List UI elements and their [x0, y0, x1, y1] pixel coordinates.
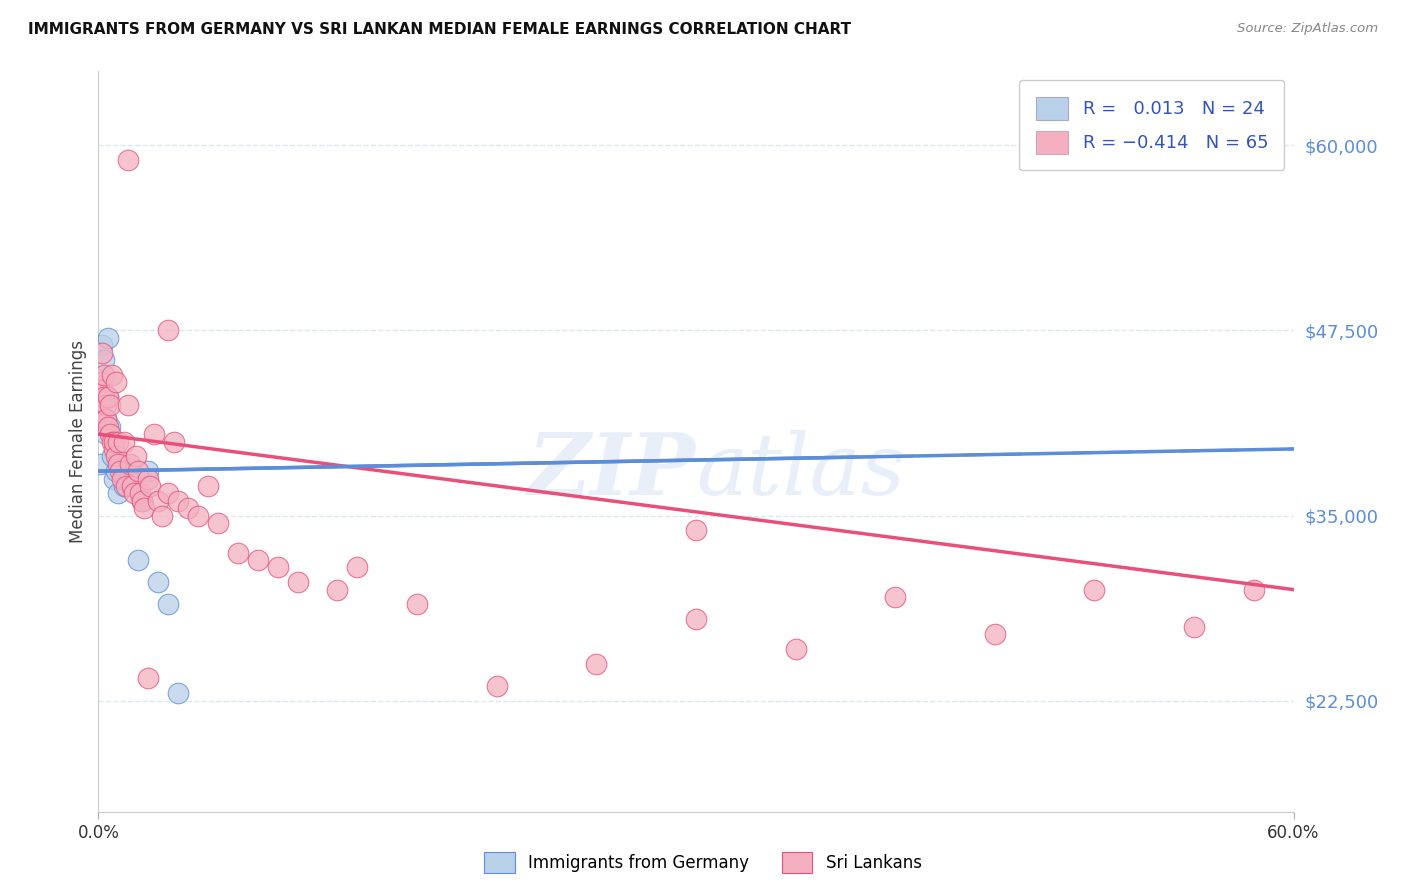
Point [131, 493, 153, 508]
Point [1182, 619, 1205, 633]
Point [110, 464, 132, 478]
Point [93, 353, 115, 368]
Point [150, 508, 173, 523]
Point [187, 508, 209, 523]
Point [101, 434, 124, 449]
Point [91, 383, 114, 397]
Text: IMMIGRANTS FROM GERMANY VS SRI LANKAN MEDIAN FEMALE EARNINGS CORRELATION CHART: IMMIGRANTS FROM GERMANY VS SRI LANKAN ME… [28, 22, 851, 37]
Point [107, 434, 129, 449]
Point [91, 338, 114, 352]
Point [121, 479, 143, 493]
Point [585, 657, 607, 671]
Point [96, 427, 118, 442]
Point [103, 442, 125, 456]
Point [148, 575, 170, 590]
Point [167, 686, 190, 700]
Point [267, 560, 290, 574]
Point [685, 524, 707, 538]
Point [117, 471, 139, 485]
Point [97, 390, 120, 404]
Point [157, 324, 180, 338]
Point [246, 553, 269, 567]
Point [97, 331, 120, 345]
Point [117, 153, 139, 168]
Point [91, 345, 114, 359]
Point [177, 501, 200, 516]
Legend: Immigrants from Germany, Sri Lankans: Immigrants from Germany, Sri Lankans [478, 846, 928, 880]
Point [97, 419, 120, 434]
Legend: R =   0.013   N = 24, R = −0.414   N = 65: R = 0.013 N = 24, R = −0.414 N = 65 [1019, 80, 1285, 170]
Point [157, 598, 180, 612]
Point [96, 412, 118, 426]
Point [125, 450, 148, 464]
Point [685, 612, 707, 626]
Point [98, 427, 122, 442]
Point [96, 398, 118, 412]
Point [136, 464, 159, 478]
Point [984, 627, 1007, 641]
Point [103, 471, 125, 485]
Point [107, 457, 129, 471]
Point [98, 398, 122, 412]
Point [136, 672, 159, 686]
Text: Source: ZipAtlas.com: Source: ZipAtlas.com [1237, 22, 1378, 36]
Point [105, 376, 128, 390]
Point [89, 457, 111, 471]
Point [157, 486, 180, 500]
Point [226, 546, 249, 560]
Text: atlas: atlas [696, 430, 905, 513]
Point [139, 479, 162, 493]
Point [884, 590, 907, 604]
Point [101, 368, 124, 382]
Point [105, 450, 128, 464]
Point [112, 434, 135, 449]
Point [112, 479, 135, 493]
Point [148, 493, 170, 508]
Point [326, 582, 349, 597]
Point [98, 419, 122, 434]
Point [1243, 582, 1265, 597]
Point [103, 434, 125, 449]
Text: ZIP: ZIP [529, 429, 696, 513]
Point [120, 457, 142, 471]
Point [197, 479, 219, 493]
Point [406, 598, 429, 612]
Point [143, 427, 166, 442]
Point [129, 486, 152, 500]
Point [110, 457, 132, 471]
Point [121, 479, 143, 493]
Point [131, 493, 153, 508]
Point [287, 575, 309, 590]
Point [91, 376, 114, 390]
Point [101, 450, 124, 464]
Point [485, 679, 508, 693]
Point [93, 390, 115, 404]
Y-axis label: Median Female Earnings: Median Female Earnings [69, 340, 87, 543]
Point [111, 471, 134, 485]
Point [127, 464, 149, 478]
Point [96, 412, 118, 426]
Point [115, 479, 138, 493]
Point [117, 398, 139, 412]
Point [136, 471, 159, 485]
Point [124, 486, 146, 500]
Point [89, 376, 111, 390]
Point [1083, 582, 1105, 597]
Point [167, 493, 190, 508]
Point [127, 553, 149, 567]
Point [207, 516, 229, 530]
Point [107, 486, 129, 500]
Point [785, 641, 807, 656]
Point [93, 390, 115, 404]
Point [93, 368, 115, 382]
Point [105, 464, 128, 478]
Point [97, 390, 120, 404]
Point [89, 405, 111, 419]
Point [134, 501, 156, 516]
Point [346, 560, 368, 574]
Point [163, 434, 186, 449]
